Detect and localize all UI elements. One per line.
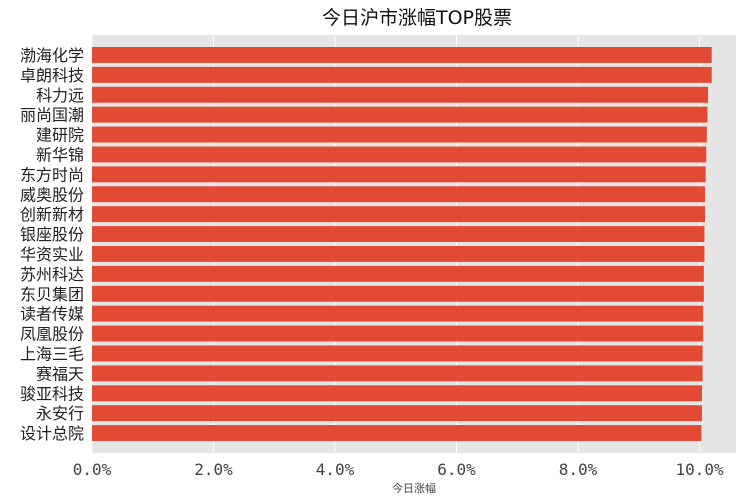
- category-label-5: 新华锦: [36, 145, 84, 164]
- category-label-4: 建研院: [36, 126, 84, 145]
- bar-10: [92, 245, 705, 262]
- bar-4: [92, 126, 707, 143]
- x-tick-label-5: 10.0%: [675, 460, 724, 479]
- x-tick-label-2: 4.0%: [316, 460, 355, 479]
- bar-0: [92, 46, 712, 63]
- x-tick-label-1: 2.0%: [194, 460, 233, 479]
- category-label-2: 科力远: [36, 86, 84, 105]
- x-tick-label-0: 0.0%: [73, 460, 112, 479]
- category-label-16: 赛福天: [36, 364, 84, 383]
- x-axis-label: 今日涨幅: [392, 481, 436, 495]
- bar-5: [92, 146, 707, 163]
- bar-17: [92, 385, 702, 402]
- bar-1: [92, 66, 712, 83]
- bars: [92, 46, 712, 442]
- bar-14: [92, 325, 704, 342]
- category-label-0: 渤海化学: [20, 46, 84, 65]
- category-label-8: 创新新材: [20, 205, 84, 224]
- bar-7: [92, 186, 706, 203]
- bar-6: [92, 166, 706, 183]
- category-label-6: 东方时尚: [20, 165, 84, 184]
- category-label-15: 上海三毛: [20, 344, 84, 363]
- category-label-9: 银座股份: [20, 225, 84, 244]
- category-label-14: 凤凰股份: [20, 325, 84, 344]
- bar-18: [92, 405, 702, 422]
- bar-2: [92, 86, 709, 103]
- bar-12: [92, 285, 704, 302]
- category-label-17: 骏亚科技: [20, 384, 84, 403]
- category-label-13: 读者传媒: [20, 305, 84, 324]
- chart-title: 今日沪市涨幅TOP股票: [322, 7, 512, 29]
- x-tick-label-3: 6.0%: [437, 460, 476, 479]
- category-label-1: 卓朗科技: [20, 66, 84, 85]
- bar-19: [92, 425, 702, 442]
- plot-area: [92, 35, 736, 453]
- bar-16: [92, 365, 703, 382]
- y-axis-tick-labels: 渤海化学卓朗科技科力远丽尚国潮建研院新华锦东方时尚威奥股份创新新材银座股份华资实…: [20, 46, 84, 443]
- bar-9: [92, 226, 705, 243]
- bar-3: [92, 106, 708, 123]
- x-axis-tick-labels: 0.0% 2.0% 4.0% 6.0% 8.0% 10.0%: [73, 460, 724, 479]
- grid-lines: [91, 35, 701, 453]
- category-label-18: 永安行: [36, 404, 84, 423]
- bar-13: [92, 305, 704, 322]
- bar-8: [92, 206, 706, 223]
- x-tick-label-4: 8.0%: [559, 460, 598, 479]
- category-label-11: 苏州科达: [20, 265, 84, 284]
- category-label-7: 威奥股份: [20, 185, 84, 204]
- category-label-19: 设计总院: [20, 424, 84, 443]
- bar-11: [92, 265, 704, 282]
- bar-15: [92, 345, 703, 362]
- category-label-3: 丽尚国潮: [20, 106, 84, 125]
- category-label-12: 东贝集团: [20, 285, 84, 304]
- category-label-10: 华资实业: [20, 245, 84, 264]
